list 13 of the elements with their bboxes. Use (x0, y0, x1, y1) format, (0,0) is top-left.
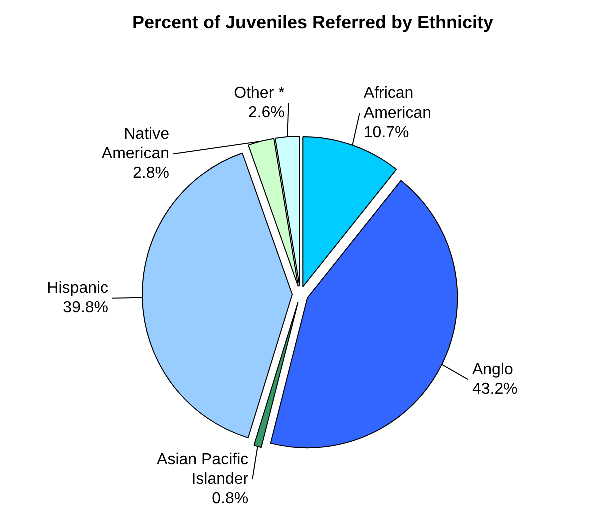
slice-label: African American (364, 85, 432, 122)
data-label: 39.8% (63, 300, 109, 317)
slice-label: Anglo (472, 362, 514, 379)
chart-title: Percent of Juveniles Referred by Ethnicity (132, 12, 494, 32)
data-label: 0.8% (212, 490, 249, 508)
data-label: 2.6% (248, 104, 285, 122)
data-label: 10.7% (364, 124, 410, 142)
data-label: 2.8% (133, 165, 170, 182)
data-label: 43.2% (472, 381, 518, 398)
slice-label: Hispanic (47, 280, 109, 298)
slice-label: Native American (102, 126, 170, 163)
slice-label: Asian Pacific Islander (157, 451, 250, 488)
slice-label: Other * (234, 84, 285, 102)
